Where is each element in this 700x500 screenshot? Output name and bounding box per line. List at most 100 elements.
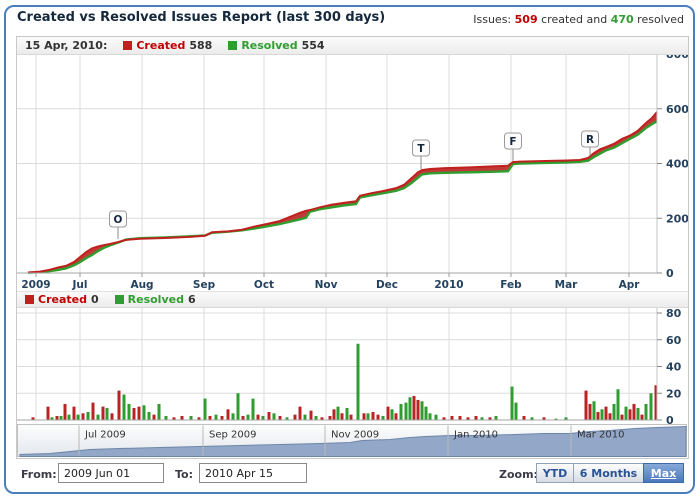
from-date-input[interactable] [58, 463, 164, 483]
bar-created[interactable] [340, 413, 344, 420]
bar-resolved[interactable] [356, 343, 360, 420]
bar-created[interactable] [386, 406, 390, 420]
bar-resolved[interactable] [314, 415, 318, 420]
bar-resolved[interactable] [624, 406, 628, 420]
bar-resolved[interactable] [105, 407, 109, 420]
flag-F[interactable] [504, 132, 522, 150]
bar-resolved[interactable] [157, 403, 161, 420]
bar-created[interactable] [256, 414, 260, 420]
bar-created[interactable] [654, 385, 658, 420]
bar-created[interactable] [31, 417, 35, 420]
flag-O[interactable] [109, 210, 127, 228]
bar-created[interactable] [328, 415, 332, 420]
bar-resolved[interactable] [76, 414, 80, 420]
bar-created[interactable] [450, 415, 454, 420]
bar-created[interactable] [376, 414, 380, 420]
bar-resolved[interactable] [142, 405, 146, 420]
bar-resolved[interactable] [424, 406, 428, 420]
bar-resolved[interactable] [428, 413, 432, 420]
bar-created[interactable] [110, 413, 114, 420]
bar-created[interactable] [132, 407, 136, 420]
bar-resolved[interactable] [408, 397, 412, 420]
bar-created[interactable] [442, 417, 446, 420]
bar-created[interactable] [101, 406, 105, 420]
flag-T[interactable] [412, 139, 430, 157]
bar-created[interactable] [197, 417, 201, 420]
bar-resolved[interactable] [164, 415, 168, 420]
bar-resolved[interactable] [261, 415, 265, 420]
bar-created[interactable] [394, 413, 398, 420]
bar-resolved[interactable] [285, 417, 289, 420]
bar-created[interactable] [640, 414, 644, 420]
bar-created[interactable] [349, 414, 353, 420]
bar-resolved[interactable] [530, 417, 534, 420]
zoom-6months-button[interactable]: 6 Months [573, 463, 644, 483]
bar-resolved[interactable] [214, 414, 218, 420]
bar-resolved[interactable] [510, 386, 514, 420]
bar-resolved[interactable] [272, 413, 276, 420]
bar-created[interactable] [488, 417, 492, 420]
bar-resolved[interactable] [59, 415, 63, 420]
bar-created[interactable] [522, 415, 526, 420]
bar-resolved[interactable] [434, 414, 438, 420]
bar-created[interactable] [241, 415, 245, 420]
bar-resolved[interactable] [122, 394, 126, 420]
bar-created[interactable] [137, 406, 141, 420]
bar-created[interactable] [180, 415, 184, 420]
bar-created[interactable] [604, 406, 608, 420]
bar-resolved[interactable] [636, 407, 640, 420]
bar-resolved[interactable] [366, 413, 370, 420]
bar-created[interactable] [309, 410, 313, 420]
bar-resolved[interactable] [336, 406, 340, 420]
bar-created[interactable] [332, 409, 336, 420]
bar-resolved[interactable] [564, 417, 568, 420]
bar-resolved[interactable] [494, 415, 498, 420]
bar-created[interactable] [596, 411, 600, 420]
bar-resolved[interactable] [96, 414, 100, 420]
created-resolved-band[interactable] [28, 112, 657, 273]
flag-R[interactable] [581, 130, 599, 148]
bar-created[interactable] [220, 415, 224, 420]
bar-resolved[interactable] [612, 403, 616, 420]
bar-resolved[interactable] [203, 398, 207, 420]
bar-resolved[interactable] [420, 401, 424, 420]
bar-created[interactable] [628, 409, 632, 420]
to-date-input[interactable] [199, 463, 307, 483]
bar-resolved[interactable] [67, 414, 71, 420]
bar-resolved[interactable] [480, 417, 484, 420]
bar-resolved[interactable] [399, 403, 403, 420]
bar-created[interactable] [608, 413, 612, 420]
zoom-max-button[interactable]: Max [643, 463, 684, 483]
bar-created[interactable] [362, 413, 366, 420]
bar-resolved[interactable] [236, 393, 240, 420]
bar-resolved[interactable] [345, 407, 349, 420]
bar-created[interactable] [72, 406, 76, 420]
bar-resolved[interactable] [381, 415, 385, 420]
bar-created[interactable] [298, 406, 302, 420]
bar-resolved[interactable] [644, 403, 648, 420]
bar-resolved[interactable] [303, 414, 307, 420]
bar-created[interactable] [293, 414, 297, 420]
bar-created[interactable] [55, 415, 59, 420]
bar-created[interactable] [320, 417, 324, 420]
bar-created[interactable] [91, 402, 95, 420]
bar-created[interactable] [208, 415, 212, 420]
bar-resolved[interactable] [127, 403, 131, 420]
bar-resolved[interactable] [390, 409, 394, 420]
bar-created[interactable] [588, 403, 592, 420]
bar-created[interactable] [466, 417, 470, 420]
resolved-series-line[interactable] [27, 120, 658, 274]
bar-resolved[interactable] [616, 389, 620, 420]
created-series-line[interactable] [27, 111, 658, 274]
bar-created[interactable] [278, 415, 282, 420]
bar-resolved[interactable] [649, 393, 653, 420]
bar-created[interactable] [152, 414, 156, 420]
bar-created[interactable] [81, 413, 85, 420]
bar-resolved[interactable] [554, 418, 558, 420]
bar-created[interactable] [63, 403, 67, 420]
bar-created[interactable] [226, 409, 230, 420]
bar-resolved[interactable] [246, 414, 250, 420]
bar-resolved[interactable] [189, 415, 193, 420]
bar-created[interactable] [267, 411, 271, 420]
bar-created[interactable] [412, 395, 416, 420]
